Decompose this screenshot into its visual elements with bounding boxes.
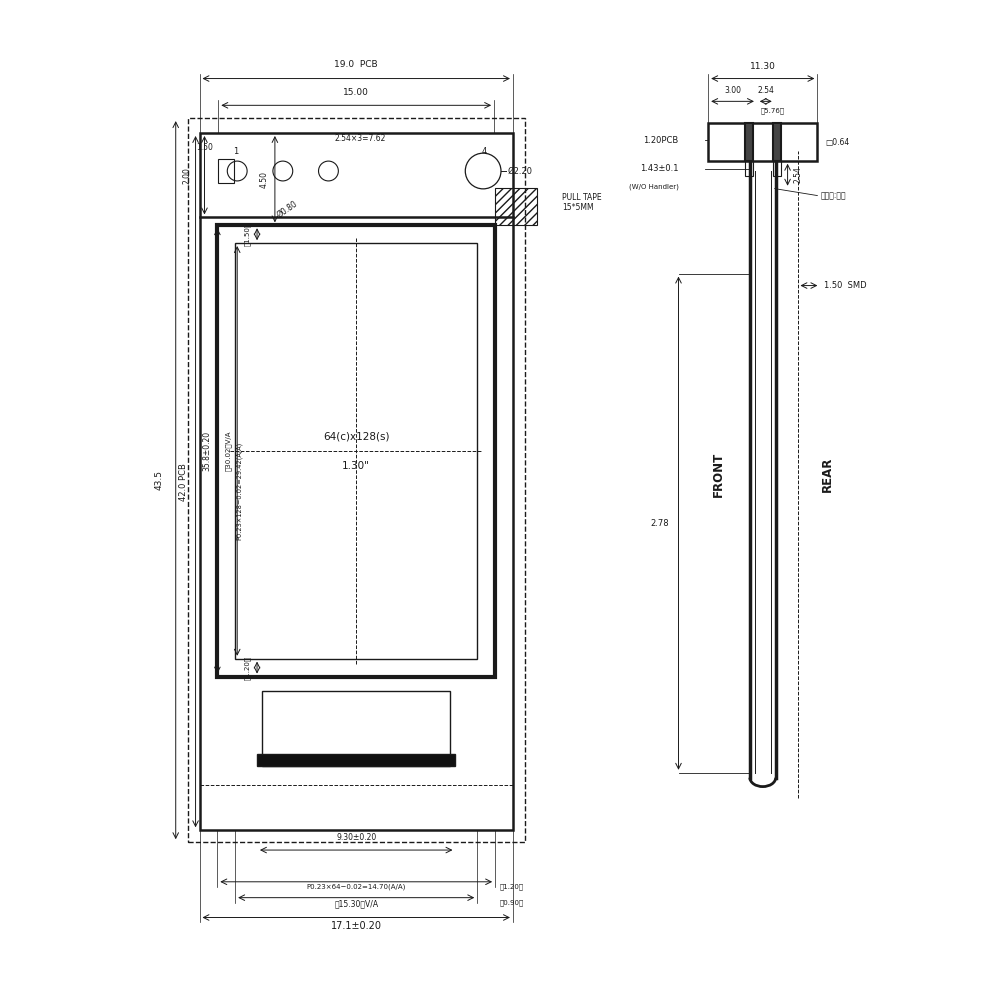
Text: 2.54×3=7.62: 2.54×3=7.62: [334, 134, 386, 143]
Bar: [218, 159, 234, 183]
Text: 11.30: 11.30: [750, 62, 776, 71]
Bar: [773, 123, 781, 161]
Text: 19.0  PCB: 19.0 PCB: [334, 60, 378, 69]
Bar: [257, 754, 455, 766]
Bar: [235, 243, 477, 659]
Bar: [708, 123, 817, 161]
Text: 35.8±0.20: 35.8±0.20: [202, 431, 211, 471]
Text: 〃0.90〄: 〃0.90〄: [500, 900, 524, 906]
Text: 2.00: 2.00: [182, 167, 191, 184]
Bar: [262, 691, 450, 766]
Text: 42.0 PCB: 42.0 PCB: [179, 463, 188, 501]
Text: 1.50: 1.50: [197, 143, 213, 152]
Text: 2.54: 2.54: [757, 86, 774, 95]
Text: 〃15.30〄V/A: 〃15.30〄V/A: [334, 900, 378, 909]
Text: 15.00: 15.00: [343, 88, 369, 97]
Bar: [773, 161, 781, 176]
Text: REAR: REAR: [821, 457, 834, 492]
Text: 〃5.76〄: 〃5.76〄: [761, 107, 785, 114]
Text: 3.00: 3.00: [724, 86, 741, 95]
Text: FRONT: FRONT: [712, 452, 725, 497]
Text: 17.1±0.20: 17.1±0.20: [331, 921, 382, 931]
Text: P0.23×64−0.02=14.70(A/A): P0.23×64−0.02=14.70(A/A): [307, 884, 406, 890]
Text: 〃30.02〄V/A: 〃30.02〄V/A: [225, 431, 231, 471]
Text: 9.30±0.20: 9.30±0.20: [336, 833, 376, 842]
Bar: [745, 161, 753, 176]
Text: 标准件:排针: 标准件:排针: [820, 191, 846, 200]
Text: 43.5: 43.5: [155, 470, 164, 490]
Text: 2.78: 2.78: [650, 519, 669, 528]
Text: 4: 4: [482, 147, 487, 156]
Text: 〃1.20〄: 〃1.20〄: [244, 656, 251, 680]
Text: 1.50  SMD: 1.50 SMD: [824, 281, 867, 290]
Text: 1.20PCB: 1.20PCB: [643, 136, 679, 145]
Text: 1: 1: [234, 147, 239, 156]
Text: □0.64: □0.64: [825, 138, 850, 147]
Text: 1.30": 1.30": [342, 461, 370, 471]
Text: P0.23×128−0.02=29.42(A/A): P0.23×128−0.02=29.42(A/A): [236, 441, 242, 540]
Text: 64(c)x128(s): 64(c)x128(s): [323, 431, 389, 441]
Bar: [200, 133, 513, 830]
Bar: [745, 123, 753, 161]
Text: Ø0.80: Ø0.80: [276, 199, 300, 219]
Text: Ø2.20: Ø2.20: [508, 167, 533, 176]
Bar: [217, 225, 495, 677]
Text: 1.43±0.1: 1.43±0.1: [640, 164, 679, 173]
Text: 2.54: 2.54: [794, 166, 803, 183]
Bar: [495, 188, 537, 225]
Bar: [188, 118, 525, 842]
Text: 4.50: 4.50: [260, 171, 269, 188]
Text: 〃1.50〄: 〃1.50〄: [244, 222, 251, 246]
Text: PULL TAPE
15*5MM: PULL TAPE 15*5MM: [562, 193, 602, 212]
Text: (W/O Handler): (W/O Handler): [629, 183, 679, 190]
Text: 〃1.20〄: 〃1.20〄: [500, 884, 524, 890]
